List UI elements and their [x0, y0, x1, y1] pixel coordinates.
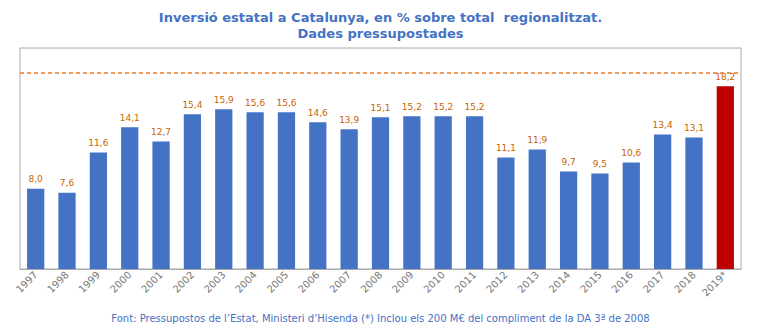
- svg-text:10,6: 10,6: [621, 148, 641, 158]
- svg-text:2005: 2005: [265, 269, 291, 295]
- svg-text:2007: 2007: [327, 269, 353, 295]
- svg-text:2012: 2012: [484, 269, 510, 295]
- svg-text:15,6: 15,6: [245, 98, 265, 108]
- svg-text:2017: 2017: [641, 269, 667, 295]
- svg-text:13,1: 13,1: [684, 123, 704, 133]
- svg-text:1997: 1997: [14, 269, 40, 295]
- svg-text:15,9: 15,9: [214, 95, 234, 105]
- svg-text:1998: 1998: [45, 269, 71, 295]
- svg-text:12,7: 12,7: [151, 127, 171, 137]
- svg-text:Inversió estatal a Catalunya,: Inversió estatal a Catalunya, en % sobre…: [159, 10, 602, 25]
- svg-text:14,1: 14,1: [120, 113, 140, 123]
- svg-text:2003: 2003: [202, 269, 228, 295]
- svg-text:2014: 2014: [547, 269, 573, 295]
- svg-text:15,6: 15,6: [276, 98, 296, 108]
- svg-text:2004: 2004: [233, 269, 259, 295]
- svg-text:2019*: 2019*: [700, 269, 729, 298]
- svg-text:14,6: 14,6: [308, 108, 328, 118]
- svg-text:2001: 2001: [139, 269, 165, 295]
- svg-text:2008: 2008: [359, 269, 385, 295]
- svg-text:11,6: 11,6: [88, 138, 108, 148]
- svg-text:7,6: 7,6: [60, 178, 75, 188]
- svg-text:2000: 2000: [108, 269, 134, 295]
- svg-text:2018: 2018: [672, 269, 698, 295]
- svg-text:9,5: 9,5: [593, 159, 607, 169]
- svg-text:2013: 2013: [515, 269, 541, 295]
- svg-text:15,2: 15,2: [465, 102, 485, 112]
- svg-text:15,1: 15,1: [370, 103, 390, 113]
- svg-text:13,4: 13,4: [653, 120, 673, 130]
- svg-text:Dades pressupostades: Dades pressupostades: [297, 26, 463, 41]
- svg-text:2009: 2009: [390, 269, 416, 295]
- svg-text:8,0: 8,0: [29, 174, 44, 184]
- svg-text:11,1: 11,1: [496, 143, 516, 153]
- svg-text:Font: Pressupostos de l’Estat,: Font: Pressupostos de l’Estat, Ministeri…: [111, 313, 649, 324]
- svg-text:2010: 2010: [421, 269, 447, 295]
- svg-text:1999: 1999: [77, 269, 103, 295]
- svg-text:2015: 2015: [578, 269, 604, 295]
- svg-text:9,7: 9,7: [561, 157, 575, 167]
- svg-text:15,2: 15,2: [402, 102, 422, 112]
- svg-text:18,2: 18,2: [715, 72, 735, 82]
- svg-text:2002: 2002: [171, 269, 197, 295]
- svg-text:15,2: 15,2: [433, 102, 453, 112]
- svg-text:13,9: 13,9: [339, 115, 359, 125]
- svg-text:15,4: 15,4: [182, 100, 202, 110]
- svg-text:2006: 2006: [296, 269, 322, 295]
- svg-text:2016: 2016: [609, 269, 635, 295]
- svg-text:11,9: 11,9: [527, 135, 547, 145]
- svg-text:2011: 2011: [453, 269, 479, 295]
